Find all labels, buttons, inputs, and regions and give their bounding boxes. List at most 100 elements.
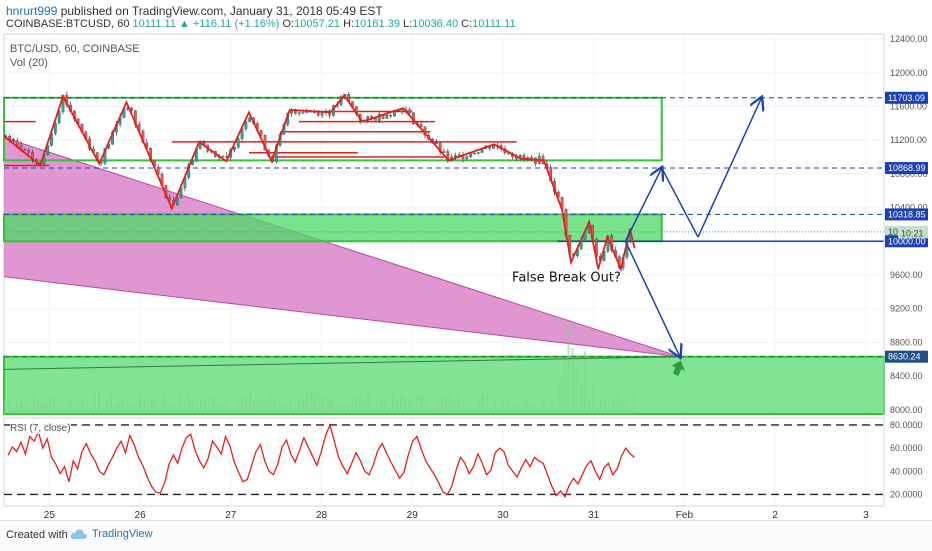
candle-body <box>301 112 305 114</box>
main-legend: BTC/USD, 60, COINBASE Vol (20) <box>10 42 140 70</box>
volume-bar <box>273 400 276 414</box>
x-tick-label: 31 <box>588 510 600 520</box>
projection-down-arrow <box>624 240 679 356</box>
tradingview-logo[interactable]: TradingView <box>70 528 153 540</box>
candle-body <box>12 139 15 141</box>
volume-bar <box>142 400 146 414</box>
high-value: 10161.39 <box>354 18 400 30</box>
volume-bar <box>575 365 578 414</box>
volume-bar <box>526 395 529 414</box>
volume-bar <box>424 403 427 414</box>
volume-bar <box>477 399 480 414</box>
last-price: 10111.11 <box>132 18 176 30</box>
volume-bar <box>208 395 211 414</box>
projection-arrow <box>697 98 762 238</box>
price-tag-label: 10318.85 <box>888 209 926 219</box>
volume-bar <box>628 406 631 414</box>
candle-body <box>473 152 476 155</box>
volume-bar <box>81 400 84 414</box>
volume-bar <box>567 322 570 414</box>
volume-bar <box>579 382 582 414</box>
volume-bar <box>591 385 595 414</box>
candle-body <box>435 142 438 144</box>
rsi-tick-label: 60.0000 <box>890 443 923 453</box>
candle-body <box>492 145 495 149</box>
volume-bar <box>465 407 468 414</box>
candle-body <box>476 152 480 154</box>
volume-bar <box>420 393 423 414</box>
author-link[interactable]: hnrurt999 <box>6 4 58 18</box>
volume-bar <box>538 407 542 414</box>
publish-info: published on TradingView.com, January 31… <box>57 4 383 18</box>
candle-body <box>370 116 373 118</box>
candle-body <box>408 109 412 113</box>
rsi-tick-label: 40.0000 <box>890 466 923 476</box>
candle-body <box>244 121 248 129</box>
volume-bar <box>167 402 170 414</box>
tradingview-brand: TradingView <box>92 528 153 540</box>
volume-bar <box>150 399 154 414</box>
volume-bar <box>387 406 390 414</box>
volume-bar <box>224 400 227 414</box>
volume-bar <box>440 396 444 414</box>
rsi-pane <box>3 417 885 507</box>
volume-bar <box>69 397 72 414</box>
y-tick-label: 8000.00 <box>890 405 923 415</box>
volume-bar <box>187 393 190 414</box>
candle-body <box>236 138 240 148</box>
volume-bar <box>4 400 7 414</box>
candle-body <box>53 123 57 134</box>
low-label: L: <box>403 18 413 30</box>
up-arrow-icon <box>671 360 685 376</box>
volume-bar <box>489 405 493 414</box>
volume-bar <box>473 407 476 414</box>
wedge-top-line <box>3 137 681 358</box>
volume-bar <box>485 394 488 414</box>
y-tick-label: 11600.00 <box>890 101 927 111</box>
volume-bar <box>248 392 252 414</box>
y-tick-label: 8800.00 <box>890 337 923 347</box>
volume-bar <box>195 404 199 414</box>
volume-bar <box>428 407 431 414</box>
volume-bar <box>583 351 586 414</box>
chart-canvas[interactable]: 25 26 27 28 29 30 31 Feb 2 3 False Break Out? 12400… <box>0 0 932 520</box>
volume-bar <box>240 397 243 414</box>
price-tag <box>885 162 928 175</box>
y-tick-label: 9200.00 <box>890 304 923 314</box>
volume-bar <box>93 392 97 414</box>
volume-bar <box>73 405 76 414</box>
volume-bar <box>65 404 68 414</box>
volume-bar <box>244 397 248 414</box>
volume-bar <box>257 400 260 414</box>
x-tick-label: 3 <box>863 510 869 520</box>
volume-bar <box>563 358 566 414</box>
volume-bar <box>379 398 382 414</box>
volume-bar <box>371 407 374 414</box>
volume-bar <box>612 399 615 414</box>
volume-bar <box>542 398 546 414</box>
volume-bar <box>101 406 105 414</box>
volume-bar <box>461 405 464 414</box>
volume-bar <box>404 398 407 414</box>
cloud-icon <box>70 529 88 539</box>
legend-title: BTC/USD, 60, COINBASE <box>10 43 140 55</box>
volume-bar <box>497 407 501 414</box>
volume-bar <box>212 397 215 414</box>
volume-bar <box>228 406 231 414</box>
countdown-label: 10:21 <box>901 228 924 238</box>
volume-bar <box>163 395 166 414</box>
candle-body <box>469 153 473 157</box>
volume-bar <box>318 394 321 414</box>
volume-bar <box>146 404 150 414</box>
candle-body <box>156 166 160 175</box>
candle-body <box>419 124 423 127</box>
volume-bar <box>253 402 256 414</box>
projection-arrow <box>624 168 661 242</box>
volume-bar <box>297 403 301 414</box>
volume-bar <box>220 404 223 414</box>
volume-bar <box>179 393 182 414</box>
rsi-line <box>7 422 635 499</box>
candle-body <box>438 143 442 153</box>
volume-bar <box>571 348 574 414</box>
price-tag <box>885 91 928 104</box>
